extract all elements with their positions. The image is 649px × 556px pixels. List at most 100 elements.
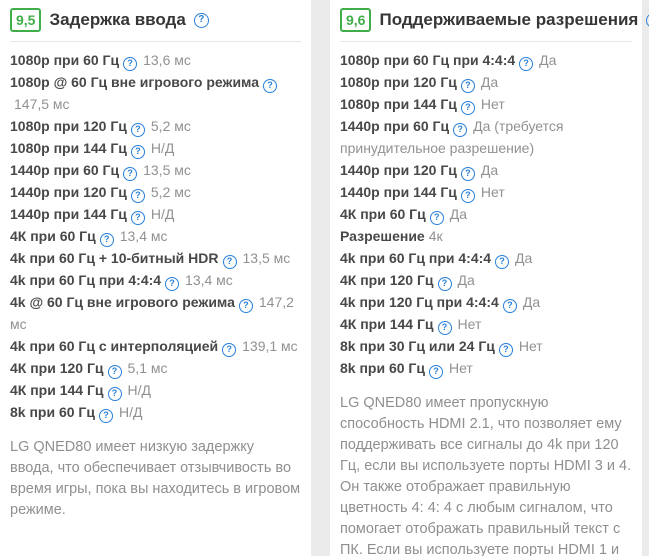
help-icon[interactable]: ?: [107, 386, 122, 401]
help-icon[interactable]: ?: [460, 78, 475, 93]
spec-row: 4К при 120 Гц? 5,1 мс: [10, 357, 301, 379]
spec-label: 1080p при 120 Гц: [340, 74, 457, 90]
spec-label: 1440p при 120 Гц: [340, 162, 457, 178]
help-icon[interactable]: ?: [238, 298, 253, 313]
help-icon[interactable]: ?: [263, 78, 278, 93]
spec-label: 1080p при 60 Гц: [10, 52, 120, 68]
help-icon[interactable]: ?: [123, 166, 138, 181]
spec-value: 13,4 мс: [185, 272, 233, 288]
spec-label: 4К при 120 Гц: [340, 272, 434, 288]
spec-label: Разрешение: [340, 228, 425, 244]
spec-row: 8k при 30 Гц или 24 Гц? Нет: [340, 335, 632, 357]
help-icon[interactable]: ?: [498, 342, 513, 357]
section-title: Поддерживаемые разрешения: [379, 10, 639, 29]
help-icon[interactable]: ?: [495, 254, 510, 269]
spec-value: Нет: [480, 184, 505, 200]
help-icon[interactable]: ?: [130, 188, 145, 203]
spec-value: 4к: [428, 228, 443, 244]
spec-row: 1440p при 144 Гц? Н/Д: [10, 203, 301, 225]
help-icon[interactable]: ?: [502, 298, 517, 313]
section-title: Задержка ввода: [49, 10, 186, 29]
spec-label: 1080p @ 60 Гц вне игрового режима: [10, 74, 260, 90]
spec-label: 4К при 60 Гц: [10, 228, 96, 244]
spec-value: Н/Д: [118, 404, 143, 420]
spec-value: Да (требуется принудительное разрешение): [340, 118, 564, 156]
spec-value: 13,4 мс: [119, 228, 168, 244]
help-icon[interactable]: ?: [98, 408, 113, 423]
spec-label: 4k при 60 Гц с интерполяцией: [10, 338, 219, 354]
spec-row: 1080p при 60 Гц? 13,6 мс: [10, 49, 301, 71]
spec-label: 1440p при 60 Гц: [340, 118, 450, 134]
spec-label: 4К при 144 Гц: [10, 382, 104, 398]
section-header: 9,5 Задержка ввода ?: [10, 0, 301, 42]
help-icon[interactable]: ?: [437, 320, 452, 335]
help-icon[interactable]: ?: [123, 56, 138, 71]
section-description: LG QNED80 имеет пропускную способность H…: [340, 395, 632, 556]
help-icon[interactable]: ?: [429, 210, 444, 225]
help-icon[interactable]: ?: [428, 364, 443, 379]
spec-value: Нет: [457, 316, 482, 332]
spec-row: 4k при 60 Гц + 10-битный HDR? 13,5 мс: [10, 247, 301, 269]
spec-row: 4К при 120 Гц? Да: [340, 269, 632, 291]
spec-row: 4К при 60 Гц? 13,4 мс: [10, 225, 301, 247]
spec-value: 13,5 мс: [242, 250, 291, 266]
help-icon[interactable]: ?: [107, 364, 122, 379]
spec-label: 4k при 120 Гц при 4:4:4: [340, 294, 499, 310]
help-icon[interactable]: ?: [460, 166, 475, 181]
spec-row: 4k @ 60 Гц вне игрового режима? 147,2 мс: [10, 291, 301, 335]
help-icon[interactable]: ?: [130, 144, 145, 159]
spec-label: 1440p при 60 Гц: [10, 162, 120, 178]
spec-label: 8k при 30 Гц или 24 Гц: [340, 338, 495, 354]
spec-value: 5,2 мс: [150, 184, 191, 200]
spec-label: 4k при 60 Гц + 10-битный HDR: [10, 250, 219, 266]
help-icon[interactable]: ?: [193, 12, 209, 28]
spec-row: 1440p при 60 Гц? Да (требуется принудител…: [340, 115, 632, 159]
spec-row: 4k при 60 Гц с интерполяцией? 139,1 мс: [10, 335, 301, 357]
help-icon[interactable]: ?: [222, 342, 237, 357]
spec-row: 1080p при 120 Гц? Да: [340, 71, 632, 93]
help-icon[interactable]: ?: [460, 100, 475, 115]
help-icon[interactable]: ?: [165, 276, 180, 291]
spec-row: 1440p при 120 Гц? 5,2 мс: [10, 181, 301, 203]
spec-label: 4k при 60 Гц при 4:4:4: [10, 272, 162, 288]
help-icon[interactable]: ?: [130, 210, 145, 225]
spec-value: Н/Д: [127, 382, 151, 398]
spec-row: 4k при 60 Гц при 4:4:4? Да: [340, 247, 632, 269]
spec-row: 4k при 60 Гц при 4:4:4? 13,4 мс: [10, 269, 301, 291]
spec-row: 1080p @ 60 Гц вне игрового режима ? 147,5 …: [10, 71, 301, 115]
spec-label: 4k @ 60 Гц вне игрового режима: [10, 294, 235, 310]
spec-value: Да: [522, 294, 541, 310]
spec-value: 13,6 мс: [143, 52, 191, 68]
help-icon[interactable]: ?: [99, 232, 114, 247]
spec-value: 147,5 мс: [14, 96, 70, 112]
spec-label: 4К при 144 Гц: [340, 316, 434, 332]
section-description: LG QNED80 имеет низкую задержку ввода, ч…: [10, 439, 301, 518]
help-icon[interactable]: ?: [460, 188, 475, 203]
help-icon[interactable]: ?: [453, 122, 468, 137]
spec-value: Нет: [448, 360, 473, 376]
section-card: 9,5 Задержка ввода ? 1080p при 60 Гц? 13,…: [0, 0, 311, 556]
score-badge: 9,6: [340, 8, 372, 32]
help-icon[interactable]: ?: [519, 56, 534, 71]
spec-row: 1440p при 120 Гц? Да: [340, 159, 632, 181]
spec-row: 4К при 60 Гц? Да: [340, 203, 632, 225]
section-rows: 1080p при 60 Гц при 4:4:4? Да 1080p при 1…: [340, 42, 632, 379]
help-icon[interactable]: ?: [222, 254, 237, 269]
section-card: 9,6 Поддерживаемые разрешения ? 1080p пр…: [330, 0, 649, 556]
spec-label: 8k при 60 Гц: [10, 404, 95, 420]
spec-value: Н/Д: [150, 140, 175, 156]
spec-value: 147,2 мс: [10, 294, 294, 332]
spec-label: 1080p при 144 Гц: [340, 96, 457, 112]
spec-row: 8k при 60 Гц? Н/Д: [10, 401, 301, 423]
spec-label: 4К при 120 Гц: [10, 360, 104, 376]
help-icon[interactable]: ?: [130, 122, 145, 137]
spec-value: 139,1 мс: [242, 338, 298, 354]
score-badge: 9,5: [10, 8, 42, 32]
spec-value: Да: [449, 206, 468, 222]
help-icon[interactable]: ?: [437, 276, 452, 291]
spec-row: 1440p при 60 Гц? 13,5 мс: [10, 159, 301, 181]
spec-label: 4К при 60 Гц: [340, 206, 426, 222]
spec-label: 1080p при 144 Гц: [10, 140, 127, 156]
spec-row: 1080p при 144 Гц? Нет: [340, 93, 632, 115]
